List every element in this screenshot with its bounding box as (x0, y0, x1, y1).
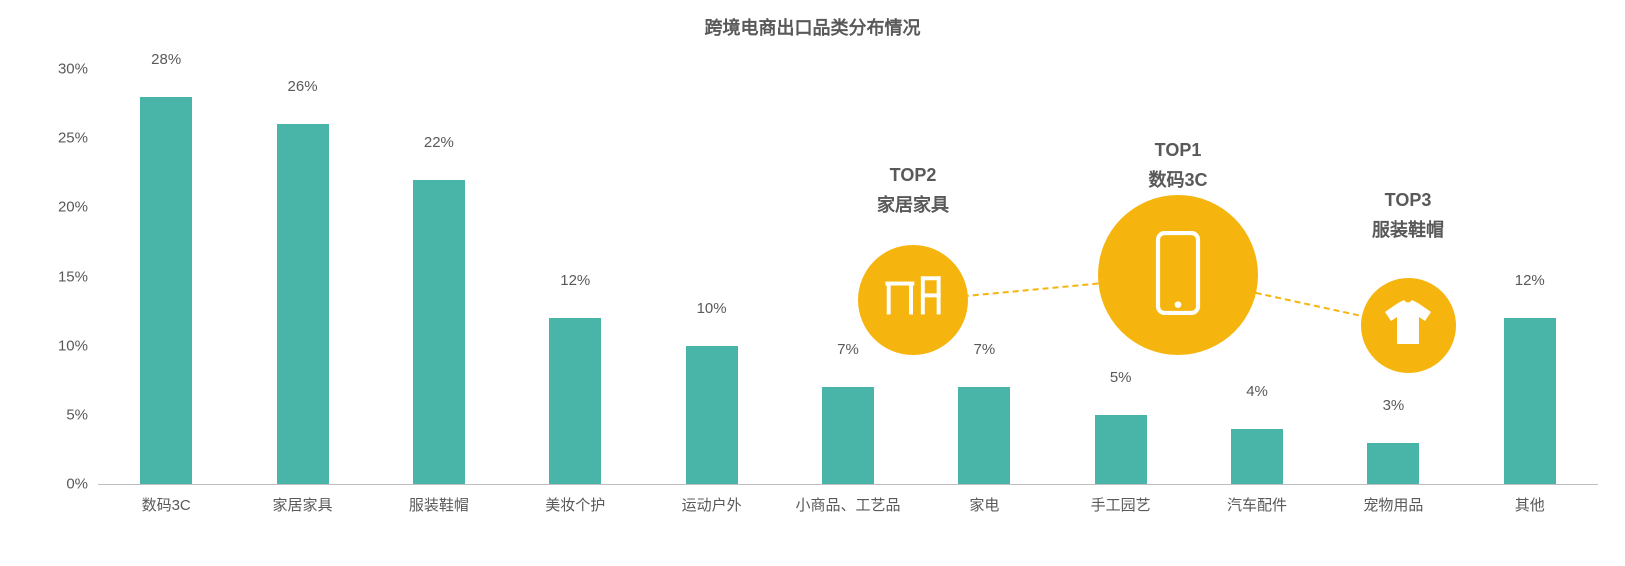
bar-column: 22%服装鞋帽 (371, 70, 507, 484)
x-category-label: 汽车配件 (1227, 484, 1287, 515)
y-tick: 20% (40, 199, 88, 216)
bar-value-label: 12% (560, 272, 590, 295)
bar-value-label: 5% (1110, 369, 1132, 392)
chart-container: 跨境电商出口品类分布情况 0%5%10%15%20%25%30% 28%数码3C… (0, 0, 1625, 566)
bar (1231, 429, 1283, 484)
x-category-label: 运动户外 (682, 484, 742, 515)
bar-column: 5%手工园艺 (1053, 70, 1189, 484)
bar-column: 3%宠物用品 (1325, 70, 1461, 484)
plot-area: 0%5%10%15%20%25%30% 28%数码3C26%家居家具22%服装鞋… (98, 70, 1598, 485)
bar (822, 387, 874, 484)
x-category-label: 宠物用品 (1363, 484, 1423, 515)
bar (413, 180, 465, 484)
y-tick: 5% (40, 406, 88, 423)
bar (686, 346, 738, 484)
bar-value-label: 10% (697, 300, 727, 323)
bar-value-label: 12% (1515, 272, 1545, 295)
x-category-label: 小商品、工艺品 (795, 484, 900, 515)
y-tick: 0% (40, 476, 88, 493)
y-tick: 30% (40, 61, 88, 78)
y-tick: 15% (40, 268, 88, 285)
bar-column: 10%运动户外 (643, 70, 779, 484)
bar (549, 318, 601, 484)
bar (1095, 415, 1147, 484)
y-tick: 25% (40, 130, 88, 147)
bar-column: 28%数码3C (98, 70, 234, 484)
bar-value-label: 22% (424, 134, 454, 157)
bar-value-label: 26% (288, 78, 318, 101)
bar-value-label: 7% (837, 341, 859, 364)
x-category-label: 家居家具 (273, 484, 333, 515)
x-category-label: 家电 (969, 484, 999, 515)
bar (1504, 318, 1556, 484)
bar-column: 7%小商品、工艺品 (780, 70, 916, 484)
x-category-label: 其他 (1515, 484, 1545, 515)
bar-column: 4%汽车配件 (1189, 70, 1325, 484)
bar-value-label: 7% (973, 341, 995, 364)
x-category-label: 手工园艺 (1091, 484, 1151, 515)
x-category-label: 美妆个护 (545, 484, 605, 515)
y-tick: 10% (40, 337, 88, 354)
x-category-label: 数码3C (142, 484, 191, 515)
bar-column: 26%家居家具 (234, 70, 370, 484)
bar (1367, 443, 1419, 485)
bar (140, 97, 192, 484)
bar (277, 124, 329, 484)
bar-value-label: 4% (1246, 383, 1268, 406)
bar-column: 7%家电 (916, 70, 1052, 484)
bar-value-label: 3% (1383, 397, 1405, 420)
bar-column: 12%美妆个护 (507, 70, 643, 484)
x-category-label: 服装鞋帽 (409, 484, 469, 515)
bar-value-label: 28% (151, 51, 181, 74)
chart-title: 跨境电商出口品类分布情况 (0, 14, 1625, 40)
bar-chart: 0%5%10%15%20%25%30% 28%数码3C26%家居家具22%服装鞋… (40, 60, 1600, 540)
bar-column: 12%其他 (1462, 70, 1598, 484)
bars-group: 28%数码3C26%家居家具22%服装鞋帽12%美妆个护10%运动户外7%小商品… (98, 70, 1598, 484)
bar (958, 387, 1010, 484)
